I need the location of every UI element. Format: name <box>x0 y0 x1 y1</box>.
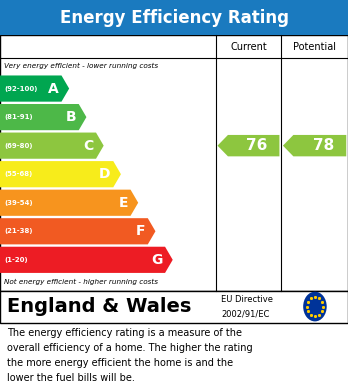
Text: (92-100): (92-100) <box>4 86 38 91</box>
Text: C: C <box>83 139 93 152</box>
Polygon shape <box>0 247 173 273</box>
Polygon shape <box>0 190 138 216</box>
Text: (1-20): (1-20) <box>4 257 28 263</box>
Text: The energy efficiency rating is a measure of the
overall efficiency of a home. T: The energy efficiency rating is a measur… <box>7 328 253 383</box>
Polygon shape <box>0 104 86 130</box>
Text: D: D <box>99 167 111 181</box>
Bar <box>0 35 348 291</box>
Polygon shape <box>218 135 279 156</box>
Text: E: E <box>118 196 128 210</box>
Text: B: B <box>65 110 76 124</box>
Polygon shape <box>0 218 156 244</box>
Text: 2002/91/EC: 2002/91/EC <box>221 309 269 318</box>
Text: Current: Current <box>230 41 267 52</box>
Bar <box>0 291 348 323</box>
Polygon shape <box>283 135 346 156</box>
Text: F: F <box>135 224 145 238</box>
Text: Potential: Potential <box>293 41 336 52</box>
Text: (39-54): (39-54) <box>4 200 33 206</box>
Text: 78: 78 <box>313 138 334 153</box>
Text: Energy Efficiency Rating: Energy Efficiency Rating <box>60 9 288 27</box>
Text: 76: 76 <box>246 138 268 153</box>
Polygon shape <box>0 133 104 159</box>
Polygon shape <box>0 75 69 102</box>
Text: Not energy efficient - higher running costs: Not energy efficient - higher running co… <box>4 279 158 285</box>
Text: A: A <box>48 82 59 95</box>
Polygon shape <box>0 161 121 187</box>
Text: (69-80): (69-80) <box>4 143 33 149</box>
Ellipse shape <box>303 292 327 321</box>
Text: England & Wales: England & Wales <box>7 297 191 316</box>
Text: EU Directive: EU Directive <box>221 295 273 304</box>
Text: (21-38): (21-38) <box>4 228 33 234</box>
Text: (81-91): (81-91) <box>4 114 33 120</box>
Text: (55-68): (55-68) <box>4 171 32 177</box>
Text: G: G <box>151 253 162 267</box>
Bar <box>0 0 348 35</box>
Text: Very energy efficient - lower running costs: Very energy efficient - lower running co… <box>4 63 158 69</box>
